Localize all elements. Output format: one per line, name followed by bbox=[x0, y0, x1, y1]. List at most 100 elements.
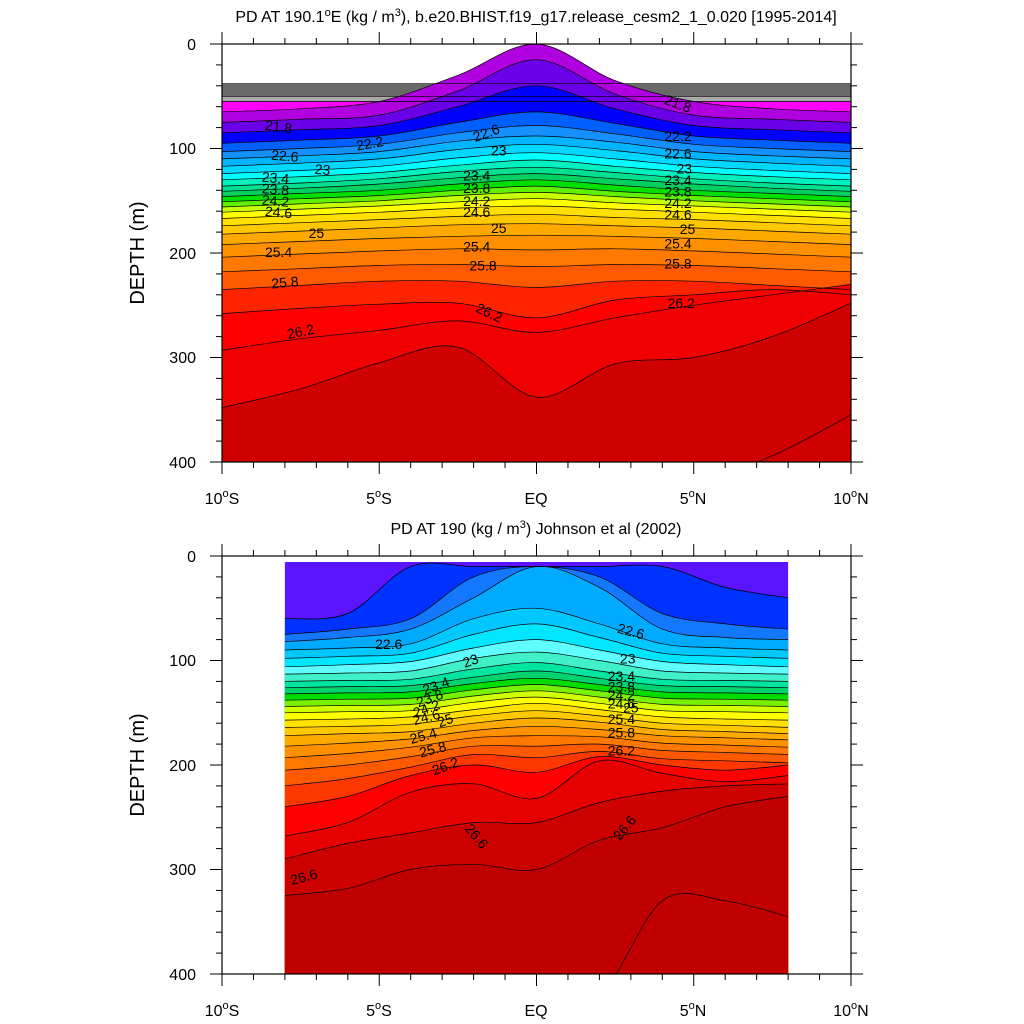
contour-line bbox=[284, 751, 789, 787]
y-tick-label: 0 bbox=[187, 37, 196, 54]
contour-line bbox=[284, 623, 789, 659]
y-axis-label: DEPTH (m) bbox=[127, 201, 149, 304]
contour-label: 23.4 bbox=[664, 172, 691, 188]
contour-line bbox=[222, 44, 851, 113]
contour-line bbox=[284, 696, 789, 714]
tick-mark-group bbox=[210, 544, 863, 986]
contour-band bbox=[284, 796, 789, 974]
contour-label: 24.2 bbox=[261, 192, 290, 210]
x-tick-label: 10oN bbox=[833, 1000, 868, 1020]
contour-line bbox=[222, 302, 851, 409]
contour-label: 26.2 bbox=[608, 742, 635, 758]
contour-label: 25.8 bbox=[417, 738, 448, 761]
contour-line bbox=[222, 284, 851, 351]
contour-line bbox=[222, 223, 851, 235]
contour-label: 25 bbox=[680, 221, 696, 237]
y-tick-label: 100 bbox=[169, 141, 196, 158]
contour-line bbox=[284, 735, 789, 759]
contour-line-group bbox=[284, 562, 789, 974]
contour-label: 22.2 bbox=[355, 133, 385, 154]
y-tick-label: 300 bbox=[169, 350, 196, 367]
contour-label: 24.6 bbox=[264, 203, 293, 221]
x-tick-labels: 10oS 5oS EQ 5oN 10oN bbox=[205, 1000, 869, 1020]
contour-label: 24.6 bbox=[608, 695, 635, 711]
contour-line bbox=[222, 198, 851, 213]
panel-model: PD AT 190.1oE (kg / m3), b.e20.BHIST.f19… bbox=[127, 7, 869, 508]
contour-line bbox=[284, 677, 789, 695]
contour-line bbox=[284, 759, 789, 837]
contour-line bbox=[222, 234, 851, 245]
contour-line bbox=[284, 743, 789, 771]
contour-band bbox=[222, 303, 851, 462]
contour-line bbox=[284, 662, 789, 682]
contour-label: 25.4 bbox=[608, 711, 635, 727]
contour-label: 24.6 bbox=[463, 204, 490, 220]
contour-label: 25.8 bbox=[469, 258, 496, 274]
contour-label: 23.8 bbox=[608, 679, 635, 695]
y-tick-label: 400 bbox=[169, 455, 196, 472]
contour-label: 24.2 bbox=[664, 195, 691, 211]
contour-label: 25.4 bbox=[265, 244, 292, 260]
contour-label: 25 bbox=[435, 710, 455, 730]
contour-line bbox=[284, 639, 789, 668]
contour-line bbox=[284, 702, 789, 721]
contour-line bbox=[284, 566, 789, 643]
x-tick-label: EQ bbox=[524, 491, 547, 508]
y-tick-label: 0 bbox=[187, 549, 196, 566]
contour-label: 23 bbox=[460, 650, 480, 670]
contour-label: 23.4 bbox=[463, 168, 490, 184]
x-tick-label: 5oS bbox=[366, 488, 392, 508]
contour-line-group bbox=[222, 44, 851, 462]
contour-label: 26.6 bbox=[289, 865, 320, 888]
contour-label: 25.4 bbox=[408, 724, 439, 747]
contour-label: 25 bbox=[491, 220, 507, 236]
contour-label: 21.8 bbox=[264, 117, 293, 137]
contour-line bbox=[284, 710, 789, 728]
contour-line bbox=[284, 717, 789, 737]
contour-fill-group bbox=[284, 562, 789, 974]
contour-line bbox=[222, 185, 851, 203]
contour-line bbox=[222, 125, 851, 152]
contour-label: 24.6 bbox=[664, 206, 691, 222]
contour-line bbox=[222, 280, 851, 290]
x-tick-label: 5oS bbox=[366, 1000, 392, 1020]
contour-label: 23.8 bbox=[463, 180, 490, 196]
contour-line bbox=[222, 213, 851, 227]
contour-line bbox=[222, 179, 851, 197]
contour-line bbox=[222, 159, 851, 181]
contour-fill-group bbox=[222, 44, 851, 462]
y-tick-label: 300 bbox=[169, 862, 196, 879]
x-tick-labels: 10oS 5oS EQ 5oN 10oN bbox=[205, 488, 869, 508]
contour-label: 23 bbox=[314, 161, 331, 178]
contour-label: 26.2 bbox=[668, 295, 695, 311]
x-tick-label: 10oN bbox=[833, 488, 868, 508]
x-tick-label: EQ bbox=[524, 1003, 547, 1020]
contour-label: 23 bbox=[491, 143, 507, 159]
contour-label: 24.2 bbox=[463, 193, 490, 209]
contour-line bbox=[284, 796, 789, 896]
x-tick-label: 5oN bbox=[680, 1000, 707, 1020]
contour-label: 25.8 bbox=[608, 725, 635, 741]
contour-line bbox=[284, 651, 789, 675]
panel-model-title: PD AT 190.1oE (kg / m3), b.e20.BHIST.f19… bbox=[235, 7, 836, 26]
x-tick-label: 10oS bbox=[205, 1000, 240, 1020]
y-tick-labels: 0 100 200 300 400 bbox=[169, 549, 196, 984]
contour-line bbox=[222, 111, 851, 144]
contour-label: 25.8 bbox=[271, 273, 300, 291]
contour-label: 25 bbox=[309, 225, 325, 241]
contour-label: 25.8 bbox=[664, 256, 691, 272]
panel-observed-title: PD AT 190 (kg / m3) Johnson et al (2002) bbox=[390, 519, 681, 538]
tick-mark-group bbox=[210, 32, 863, 474]
contour-line bbox=[222, 135, 851, 160]
contour-line bbox=[222, 289, 851, 319]
contour-label: 22.2 bbox=[664, 128, 691, 144]
y-tick-labels: 0 100 200 300 400 bbox=[169, 37, 196, 472]
contour-line bbox=[222, 248, 851, 258]
contour-label: 25.4 bbox=[664, 236, 691, 252]
contour-line bbox=[284, 684, 789, 701]
y-tick-label: 400 bbox=[169, 967, 196, 984]
contour-label: 25 bbox=[623, 700, 639, 716]
contour-line bbox=[284, 670, 789, 689]
y-tick-label: 100 bbox=[169, 653, 196, 670]
contour-line bbox=[222, 59, 851, 123]
